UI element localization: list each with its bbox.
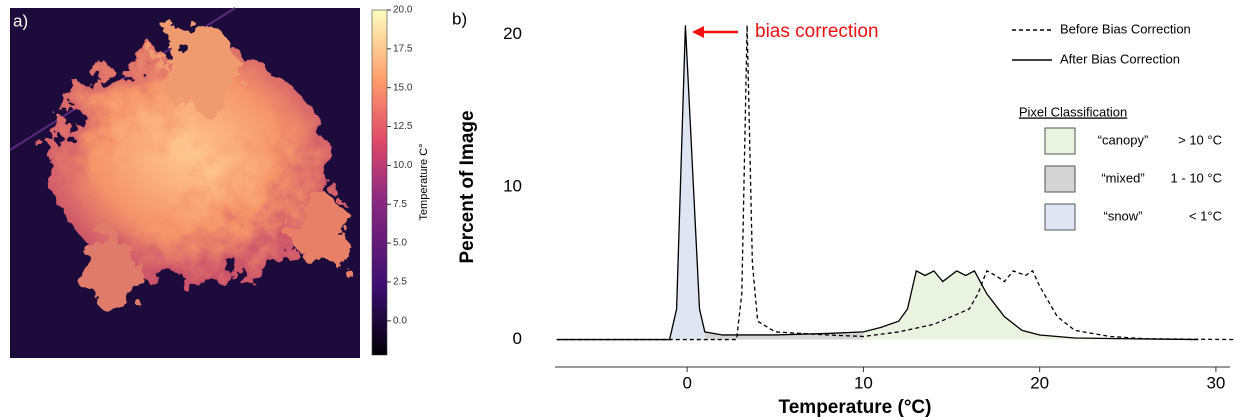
legend-label: After Bias Correction	[1060, 51, 1180, 66]
colorbar-tick-label: 7.5	[393, 199, 407, 210]
colorbar-tick-label: 12.5	[393, 121, 413, 132]
y-axis-label: Percent of Image	[457, 110, 478, 263]
class-fill	[863, 270, 1199, 340]
annotation-text: bias correction	[755, 21, 879, 42]
y-tick-label: 0	[513, 329, 522, 348]
colorbar-tick-label: 20.0	[393, 5, 413, 16]
panel-label: a)	[13, 11, 28, 30]
x-tick-label: 20	[1030, 373, 1049, 392]
x-tick-label: 30	[1206, 373, 1225, 392]
class-range: < 1°C	[1189, 208, 1222, 223]
class-swatch	[1044, 165, 1076, 193]
colorbar-tick-label: 2.5	[393, 277, 407, 288]
legend-label: Before Bias Correction	[1060, 21, 1191, 36]
y-tick-label: 10	[503, 176, 522, 195]
panel-label: b)	[452, 9, 467, 28]
class-name: “canopy”	[1098, 132, 1149, 147]
x-tick-label: 0	[682, 373, 691, 392]
class-name: “snow”	[1103, 208, 1142, 223]
class-name: “mixed”	[1101, 170, 1144, 185]
class-swatch	[1044, 127, 1076, 155]
colorbar-tick-label: 15.0	[393, 82, 413, 93]
classification-title: Pixel Classification	[1019, 104, 1127, 119]
x-tick-label: 10	[854, 373, 873, 392]
colorbar-tick-label: 0.0	[393, 315, 407, 326]
thermal-image	[9, 7, 360, 358]
series-line	[556, 25, 1199, 341]
class-range: 1 - 10 °C	[1171, 170, 1222, 185]
annotation: bias correction	[692, 21, 879, 42]
colorbar-tick-label: 10.0	[393, 160, 413, 171]
colorbar	[371, 9, 388, 356]
class-fill	[556, 25, 705, 340]
series-line	[556, 25, 1234, 341]
colorbar-tick-label: 5.0	[393, 238, 407, 249]
y-tick-label: 20	[503, 24, 522, 43]
colorbar-tick-label: 17.5	[393, 43, 413, 54]
x-axis-label: Temperature (°C)	[779, 397, 932, 417]
class-swatch	[1044, 203, 1076, 231]
colorbar-label: Temperature C°	[418, 143, 430, 220]
class-range: > 10 °C	[1178, 132, 1222, 147]
